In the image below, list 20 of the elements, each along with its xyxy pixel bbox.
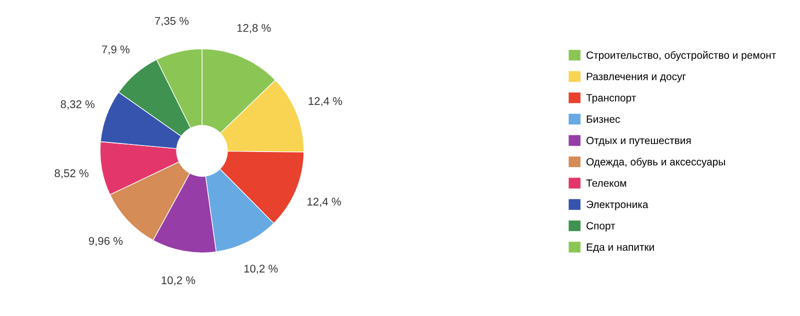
legend-label: Развлечения и досуг <box>586 72 686 82</box>
data-label: 8,52 % <box>54 169 88 178</box>
data-label: 10,2 % <box>244 264 278 274</box>
legend-label: Еда и напитки <box>586 244 654 253</box>
data-label: 12,4 % <box>308 198 341 207</box>
legend-label: Спорт <box>586 222 616 232</box>
data-label: 10,2 % <box>162 276 196 286</box>
data-label: 12,8 % <box>237 24 271 34</box>
legend-label: Одежда, обувь и аксессуары <box>586 158 725 168</box>
legend-label: Телеком <box>586 180 626 187</box>
legend-label: Строительство, обустройство и ремонт <box>586 51 776 61</box>
legend-label: Электроника <box>586 200 648 210</box>
data-label: 12,4 % <box>308 97 342 106</box>
data-label: 7,35 % <box>154 16 189 26</box>
legend-label: Транспорт <box>586 94 636 104</box>
legend-label: Отдых и путешествия <box>586 136 691 146</box>
legend-label: Бизнес <box>586 116 620 123</box>
data-label: 7,9 % <box>102 45 130 55</box>
data-label: 8,32 % <box>60 100 95 110</box>
data-label: 9,96 % <box>88 237 123 246</box>
